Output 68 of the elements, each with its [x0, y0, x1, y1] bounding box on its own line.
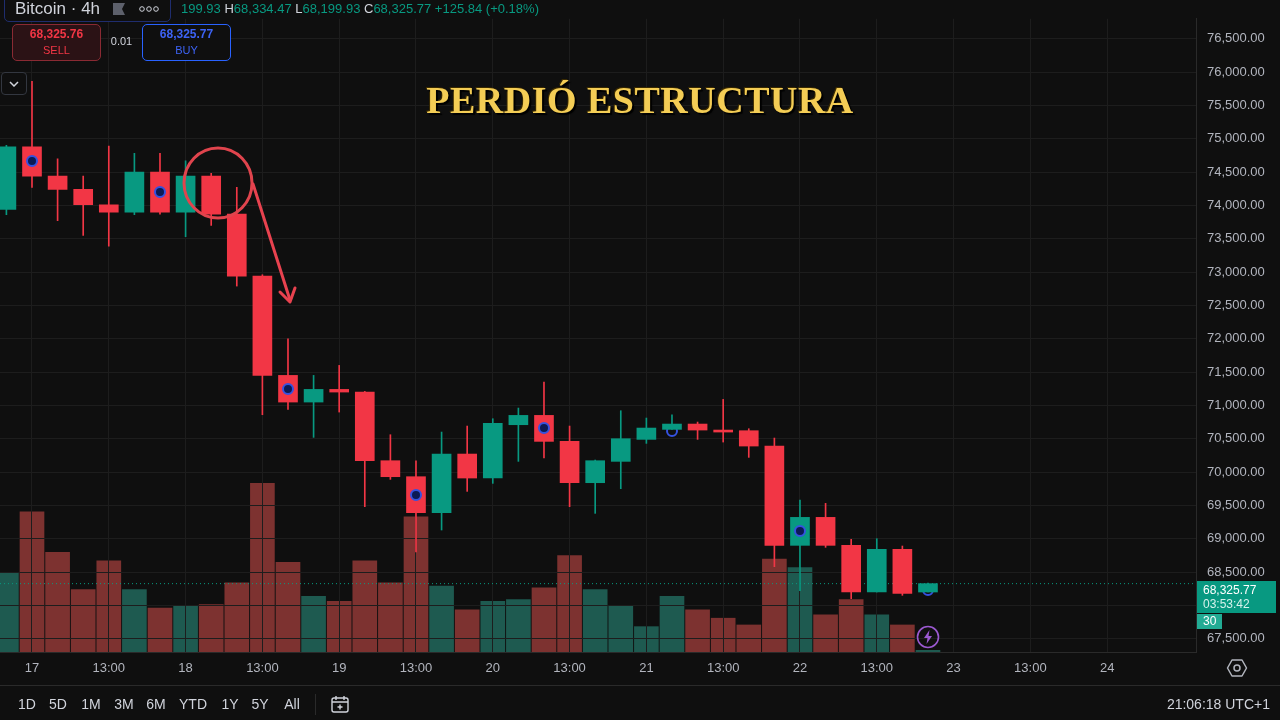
- ref-line-label: 68,325.77: [1203, 582, 1258, 597]
- chart-subtitle: Bitcoin · 4h: [15, 0, 101, 19]
- x-tick-label: 23: [946, 660, 961, 676]
- annotation: BUY: [174, 43, 199, 58]
- x-tick-label: 22: [792, 660, 808, 676]
- bar: [301, 595, 326, 652]
- y-tick-label: 75,500.00: [1207, 97, 1265, 113]
- y-tick-label: 76,500.00: [1207, 30, 1265, 46]
- x-tick-label: 13:00: [706, 660, 740, 676]
- y-tick-label: 73,000.00: [1207, 263, 1265, 279]
- x-tick-label: 13:00: [553, 660, 586, 676]
- x-tick-label: 13:00: [860, 660, 894, 676]
- y-tick-label: 76,000.00: [1207, 63, 1265, 79]
- y-tick-label: 69,500.00: [1207, 496, 1265, 512]
- x-tick-label: 24: [1099, 660, 1115, 676]
- text: 3M: [114, 696, 134, 712]
- bar: [890, 624, 915, 652]
- x-tick-label: 13:00: [399, 660, 433, 676]
- buy-button: 68,325.77 BUY: [142, 24, 231, 61]
- y-tick-label: 71,000.00: [1207, 396, 1265, 412]
- bar: [864, 614, 890, 652]
- annotation: SELL: [42, 43, 71, 58]
- text: 1Y: [221, 696, 239, 712]
- bar: [173, 606, 198, 652]
- text: 1M: [81, 696, 101, 712]
- text: YTD: [179, 696, 207, 712]
- y-tick-label: 74,500.00: [1207, 163, 1265, 179]
- text: 5Y: [251, 696, 269, 712]
- x-tick-label: 20: [485, 660, 501, 676]
- y-tick-label: 74,000.00: [1207, 197, 1265, 213]
- x-tick-label: 21: [639, 660, 654, 676]
- y-tick-label: 69,000.00: [1207, 530, 1265, 546]
- text: 6M: [146, 696, 166, 712]
- bar: [454, 609, 480, 652]
- bar: [147, 607, 173, 652]
- annotation: 68,325.77: [158, 26, 215, 43]
- text: All: [284, 696, 300, 712]
- candlestick: [98, 145, 119, 247]
- x-tick-label: 13:00: [92, 660, 126, 676]
- y-tick-label: 73,500.00: [1207, 230, 1265, 246]
- sell-button: 68,325.76 SELL: [12, 24, 101, 61]
- text: 1D: [18, 696, 36, 712]
- text: 199.93 H68,334.47 L68,199.93 C68,325.77 +125.84 (+0.18%): [181, 1, 539, 16]
- x-tick-label: 13:00: [1014, 660, 1047, 676]
- symbol-box: Bitcoin · 4h: [4, 0, 172, 22]
- y-tick-label: 72,500.00: [1207, 296, 1265, 312]
- text: 5D: [49, 696, 67, 712]
- bar: [915, 649, 941, 652]
- y-tick-label: 70,000.00: [1207, 463, 1265, 479]
- volume-tag: 30: [1197, 614, 1223, 629]
- bar: [429, 585, 454, 652]
- text: 21:06:18 UTC+1: [1166, 696, 1270, 712]
- y-tick-label: 72,000.00: [1207, 330, 1265, 346]
- bar: [122, 589, 147, 652]
- y-tick-label: 67,500.00: [1207, 630, 1265, 646]
- y-tick-label: 70,500.00: [1207, 430, 1265, 446]
- x-tick-label: 17: [24, 660, 40, 676]
- x-tick-label: 18: [178, 660, 193, 676]
- x-tick-label: 19: [331, 660, 347, 676]
- candlestick: [329, 365, 350, 413]
- y-tick-label: 68,500.00: [1207, 563, 1265, 579]
- text: PERDIÓ ESTRUCTURA: [426, 79, 854, 121]
- price-tag: 68,325.77 03:53:42: [1197, 580, 1276, 613]
- y-tick-label: 71,500.00: [1207, 363, 1265, 379]
- y-tick-label: 75,000.00: [1207, 130, 1265, 146]
- x-tick-label: 13:00: [246, 660, 279, 676]
- annotation: 0.01: [109, 35, 134, 47]
- annotation: 68,325.76: [28, 26, 85, 43]
